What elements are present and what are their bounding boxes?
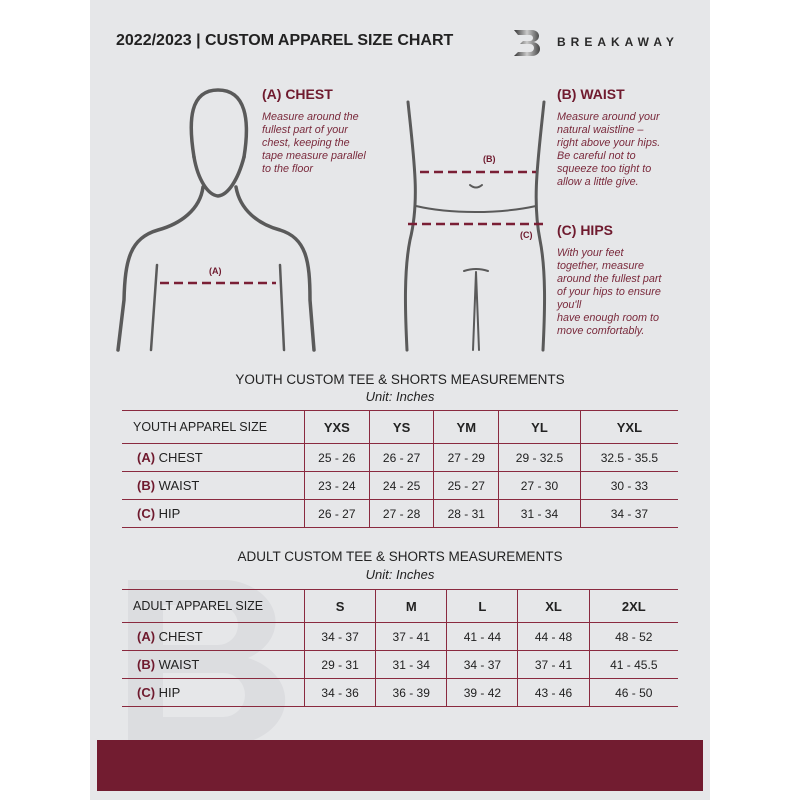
chest-description: Measure around the fullest part of your ch…: [262, 111, 366, 175]
measurement-value: 34 - 37: [579, 499, 678, 528]
table-row: (B) WAIST 29 - 31 31 - 34 34 - 37 37 - 41 41 …: [122, 650, 678, 679]
measurement-value: 27 - 28: [368, 499, 434, 528]
measurement-value: 32.5 - 35.5: [579, 443, 678, 472]
measurement-value: 29 - 31: [303, 650, 376, 679]
table-row: (C) HIP 26 - 27 27 - 28 28 - 31 31 - 34 34 - …: [122, 499, 678, 528]
hips-description: With your feet together, measure around th…: [557, 247, 662, 337]
measurement-label: (C) HIP: [122, 678, 305, 707]
measurement-value: 41 - 44: [446, 622, 518, 651]
measurement-code: (A): [137, 629, 156, 644]
measurement-value: 25 - 27: [433, 471, 499, 500]
measurement-value: 31 - 34: [498, 499, 581, 528]
chest-heading: (A) CHEST: [262, 86, 333, 102]
adult-table-title: ADULT CUSTOM TEE & SHORTS MEASUREMENTS: [237, 549, 563, 564]
hips-marker: (C): [520, 230, 533, 240]
size-header: XL: [517, 589, 590, 623]
table-row: (C) HIP 34 - 36 36 - 39 39 - 42 43 - 46 46 - …: [122, 678, 678, 707]
measurement-value: 27 - 29: [433, 443, 499, 472]
measurement-value: 37 - 41: [517, 650, 590, 679]
size-header: S: [303, 589, 376, 623]
measurement-label: (C) HIP: [122, 499, 305, 528]
measurement-value: 27 - 30: [498, 471, 581, 500]
chest-marker: (A): [209, 266, 222, 276]
body-measurement-figures: [116, 88, 547, 352]
adult-unit: Unit: Inches: [365, 567, 435, 582]
size-header: 2XL: [588, 589, 678, 623]
measurement-value: 34 - 36: [303, 678, 376, 707]
measurement-label: (A) CHEST: [122, 443, 305, 472]
measurement-value: 41 - 45.5: [588, 650, 678, 679]
measurement-name: CHEST: [158, 450, 203, 465]
youth-size-table: YOUTH APPAREL SIZE YXS YS YM YL YXL (A) CHEST 2…: [122, 410, 678, 528]
measurement-value: 28 - 31: [433, 499, 499, 528]
size-header: L: [446, 589, 518, 623]
size-header: YL: [498, 410, 581, 444]
measurement-code: (A): [137, 450, 156, 465]
waist-heading: (B) WAIST: [557, 86, 625, 102]
measurement-name: WAIST: [158, 657, 200, 672]
size-header: YXL: [579, 410, 678, 444]
waist-description: Measure around your natural waistline – ri…: [557, 111, 661, 188]
size-header: YXS: [304, 410, 370, 444]
waist-marker: (B): [483, 154, 496, 164]
lower-body-figure: [403, 100, 547, 352]
adult-size-table: ADULT APPAREL SIZE S M L XL 2XL (A) CHEST 34 - …: [122, 589, 678, 707]
measurement-label: (A) CHEST: [122, 622, 305, 651]
measurement-name: HIP: [158, 685, 181, 700]
table-row: (A) CHEST 34 - 37 37 - 41 41 - 44 44 - 48 48 …: [122, 622, 678, 651]
measurement-label: (B) WAIST: [122, 471, 305, 500]
brand-name: BREAKAWAY: [557, 35, 679, 49]
measurement-label: (B) WAIST: [122, 650, 305, 679]
size-label: ADULT APPAREL SIZE: [122, 589, 305, 623]
measurement-value: 34 - 37: [303, 622, 376, 651]
measurement-code: (C): [137, 506, 156, 521]
table-row: (A) CHEST 25 - 26 26 - 27 27 - 29 29 - 32.5 3…: [122, 443, 678, 472]
measurement-value: 31 - 34: [375, 650, 447, 679]
measurement-value: 36 - 39: [375, 678, 447, 707]
measure-lines: [160, 170, 546, 285]
measurement-code: (B): [137, 478, 156, 493]
measurement-value: 23 - 24: [304, 471, 370, 500]
measurement-name: CHEST: [158, 629, 203, 644]
measurement-value: 34 - 37: [446, 650, 518, 679]
measurement-value: 48 - 52: [588, 622, 678, 651]
measurement-value: 37 - 41: [375, 622, 447, 651]
measurement-value: 26 - 27: [368, 443, 434, 472]
measurement-value: 30 - 33: [579, 471, 678, 500]
measurement-value: 29 - 32.5: [498, 443, 581, 472]
measurement-value: 24 - 25: [368, 471, 434, 500]
measurement-value: 44 - 48: [517, 622, 590, 651]
measurement-value: 43 - 46: [517, 678, 590, 707]
table-row: (B) WAIST 23 - 24 24 - 25 25 - 27 27 - 30 30 …: [122, 471, 678, 500]
footer-band: [97, 740, 703, 791]
measurement-value: 25 - 26: [304, 443, 370, 472]
upper-body-figure: [116, 88, 316, 352]
breakaway-logo-icon: [514, 30, 540, 56]
size-label: YOUTH APPAREL SIZE: [122, 410, 305, 444]
measurement-code: (C): [137, 685, 156, 700]
size-header: YS: [368, 410, 434, 444]
measurement-code: (B): [137, 657, 156, 672]
measurement-value: 39 - 42: [446, 678, 518, 707]
youth-table-title: YOUTH CUSTOM TEE & SHORTS MEASUREMENTS: [235, 372, 565, 387]
youth-unit: Unit: Inches: [365, 389, 435, 404]
measurement-value: 26 - 27: [304, 499, 370, 528]
size-header: M: [375, 589, 447, 623]
measurement-value: 46 - 50: [588, 678, 678, 707]
header-row: YOUTH APPAREL SIZE YXS YS YM YL YXL: [122, 410, 678, 444]
measurement-name: HIP: [158, 506, 181, 521]
header-row: ADULT APPAREL SIZE S M L XL 2XL: [122, 589, 678, 623]
size-header: YM: [433, 410, 499, 444]
hips-heading: (C) HIPS: [557, 222, 613, 238]
page-title: 2022/2023 | CUSTOM APPAREL SIZE CHART: [116, 32, 454, 49]
measurement-name: WAIST: [158, 478, 200, 493]
